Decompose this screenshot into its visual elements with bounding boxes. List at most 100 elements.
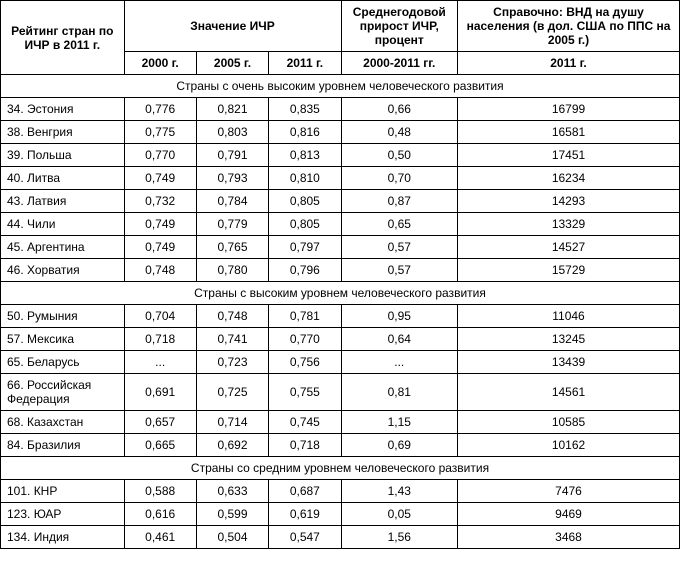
value-2000: 0,732 xyxy=(124,190,196,213)
growth-cell: 0,65 xyxy=(341,213,458,236)
gni-cell: 9469 xyxy=(458,503,680,526)
gni-cell: 13245 xyxy=(458,328,680,351)
value-2011: 0,796 xyxy=(269,259,341,282)
header-2011: 2011 г. xyxy=(269,52,341,75)
table-row: 65. Беларусь...0,7230,756...13439 xyxy=(1,351,680,374)
country-cell: 65. Беларусь xyxy=(1,351,125,374)
growth-cell: 1,43 xyxy=(341,480,458,503)
value-2005: 0,779 xyxy=(196,213,268,236)
table-row: 134. Индия0,4610,5040,5471,563468 xyxy=(1,526,680,549)
value-2000: 0,657 xyxy=(124,411,196,434)
header-period: 2000-2011 гг. xyxy=(341,52,458,75)
country-cell: 123. ЮАР xyxy=(1,503,125,526)
growth-cell: 1,15 xyxy=(341,411,458,434)
value-2000: 0,770 xyxy=(124,144,196,167)
growth-cell: 0,57 xyxy=(341,259,458,282)
table-row: 38. Венгрия0,7750,8030,8160,4816581 xyxy=(1,121,680,144)
header-2005: 2005 г. xyxy=(196,52,268,75)
gni-cell: 13439 xyxy=(458,351,680,374)
section-header: Страны со средним уровнем человеческого … xyxy=(1,457,680,480)
value-2011: 0,810 xyxy=(269,167,341,190)
country-cell: 50. Румыния xyxy=(1,305,125,328)
value-2011: 0,755 xyxy=(269,374,341,411)
header-rank: Рейтинг стран по ИЧР в 2011 г. xyxy=(1,1,125,75)
value-2005: 0,765 xyxy=(196,236,268,259)
value-2011: 0,547 xyxy=(269,526,341,549)
section-title: Страны со средним уровнем человеческого … xyxy=(1,457,680,480)
table-row: 43. Латвия0,7320,7840,8050,8714293 xyxy=(1,190,680,213)
table-row: 68. Казахстан0,6570,7140,7451,1510585 xyxy=(1,411,680,434)
growth-cell: 0,50 xyxy=(341,144,458,167)
country-cell: 39. Польша xyxy=(1,144,125,167)
country-cell: 38. Венгрия xyxy=(1,121,125,144)
header-hdi: Значение ИЧР xyxy=(124,1,341,52)
table-row: 101. КНР0,5880,6330,6871,437476 xyxy=(1,480,680,503)
table-header: Рейтинг стран по ИЧР в 2011 г. Значение … xyxy=(1,1,680,75)
gni-cell: 16581 xyxy=(458,121,680,144)
value-2005: 0,791 xyxy=(196,144,268,167)
gni-cell: 13329 xyxy=(458,213,680,236)
value-2000: ... xyxy=(124,351,196,374)
value-2011: 0,781 xyxy=(269,305,341,328)
header-gni: Справочно: ВНД на душу населения (в дол.… xyxy=(458,1,680,52)
value-2000: 0,718 xyxy=(124,328,196,351)
country-cell: 66. Российская Федерация xyxy=(1,374,125,411)
value-2000: 0,588 xyxy=(124,480,196,503)
table-row: 50. Румыния0,7040,7480,7810,9511046 xyxy=(1,305,680,328)
header-gni-year: 2011 г. xyxy=(458,52,680,75)
value-2000: 0,749 xyxy=(124,236,196,259)
value-2005: 0,821 xyxy=(196,98,268,121)
section-title: Страны с очень высоким уровнем человечес… xyxy=(1,75,680,98)
value-2011: 0,805 xyxy=(269,190,341,213)
value-2011: 0,619 xyxy=(269,503,341,526)
value-2011: 0,756 xyxy=(269,351,341,374)
gni-cell: 15729 xyxy=(458,259,680,282)
growth-cell: 0,66 xyxy=(341,98,458,121)
value-2011: 0,745 xyxy=(269,411,341,434)
value-2000: 0,704 xyxy=(124,305,196,328)
value-2000: 0,691 xyxy=(124,374,196,411)
country-cell: 134. Индия xyxy=(1,526,125,549)
country-cell: 40. Литва xyxy=(1,167,125,190)
value-2005: 0,741 xyxy=(196,328,268,351)
growth-cell: 0,70 xyxy=(341,167,458,190)
value-2005: 0,784 xyxy=(196,190,268,213)
growth-cell: 0,87 xyxy=(341,190,458,213)
table-row: 39. Польша0,7700,7910,8130,5017451 xyxy=(1,144,680,167)
country-cell: 34. Эстония xyxy=(1,98,125,121)
value-2011: 0,813 xyxy=(269,144,341,167)
value-2011: 0,805 xyxy=(269,213,341,236)
growth-cell: 0,57 xyxy=(341,236,458,259)
gni-cell: 10162 xyxy=(458,434,680,457)
growth-cell: 1,56 xyxy=(341,526,458,549)
country-cell: 68. Казахстан xyxy=(1,411,125,434)
value-2005: 0,780 xyxy=(196,259,268,282)
gni-cell: 16799 xyxy=(458,98,680,121)
growth-cell: 0,48 xyxy=(341,121,458,144)
value-2005: 0,633 xyxy=(196,480,268,503)
growth-cell: 0,64 xyxy=(341,328,458,351)
gni-cell: 11046 xyxy=(458,305,680,328)
section-header: Страны с очень высоким уровнем человечес… xyxy=(1,75,680,98)
value-2005: 0,504 xyxy=(196,526,268,549)
value-2011: 0,770 xyxy=(269,328,341,351)
value-2000: 0,776 xyxy=(124,98,196,121)
table-row: 34. Эстония0,7760,8210,8350,6616799 xyxy=(1,98,680,121)
table-row: 84. Бразилия0,6650,6920,7180,6910162 xyxy=(1,434,680,457)
table-row: 123. ЮАР0,6160,5990,6190,059469 xyxy=(1,503,680,526)
country-cell: 43. Латвия xyxy=(1,190,125,213)
growth-cell: 0,95 xyxy=(341,305,458,328)
gni-cell: 17451 xyxy=(458,144,680,167)
value-2011: 0,718 xyxy=(269,434,341,457)
gni-cell: 14293 xyxy=(458,190,680,213)
country-cell: 46. Хорватия xyxy=(1,259,125,282)
table-row: 44. Чили0,7490,7790,8050,6513329 xyxy=(1,213,680,236)
country-cell: 101. КНР xyxy=(1,480,125,503)
gni-cell: 10585 xyxy=(458,411,680,434)
country-cell: 84. Бразилия xyxy=(1,434,125,457)
gni-cell: 16234 xyxy=(458,167,680,190)
growth-cell: 0,69 xyxy=(341,434,458,457)
value-2011: 0,835 xyxy=(269,98,341,121)
value-2000: 0,665 xyxy=(124,434,196,457)
country-cell: 57. Мексика xyxy=(1,328,125,351)
